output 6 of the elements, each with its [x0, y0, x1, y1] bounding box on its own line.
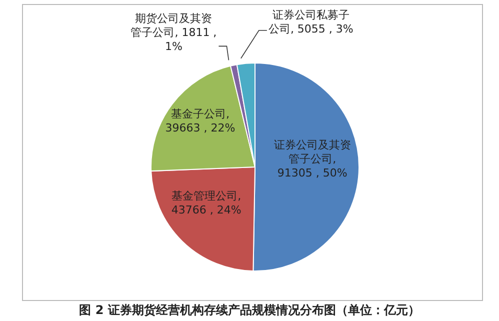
text: 图 2 证券期货经营机构存续产品规模情况分布图（单位：亿元） — [78, 302, 421, 319]
slice-label: 证券公司私募子公司, 5055 , 3% — [268, 8, 354, 36]
slice-label: 基金子公司, 39663 , 22% — [165, 107, 236, 134]
slice-label: 基金管理公司, 43766 , 24% — [171, 190, 242, 217]
slice-label: 期货公司及其资管子公司, 1811 , 1% — [130, 12, 217, 54]
slice-label: 证券公司及其资管子公司, 91305 , 50% — [274, 138, 351, 180]
